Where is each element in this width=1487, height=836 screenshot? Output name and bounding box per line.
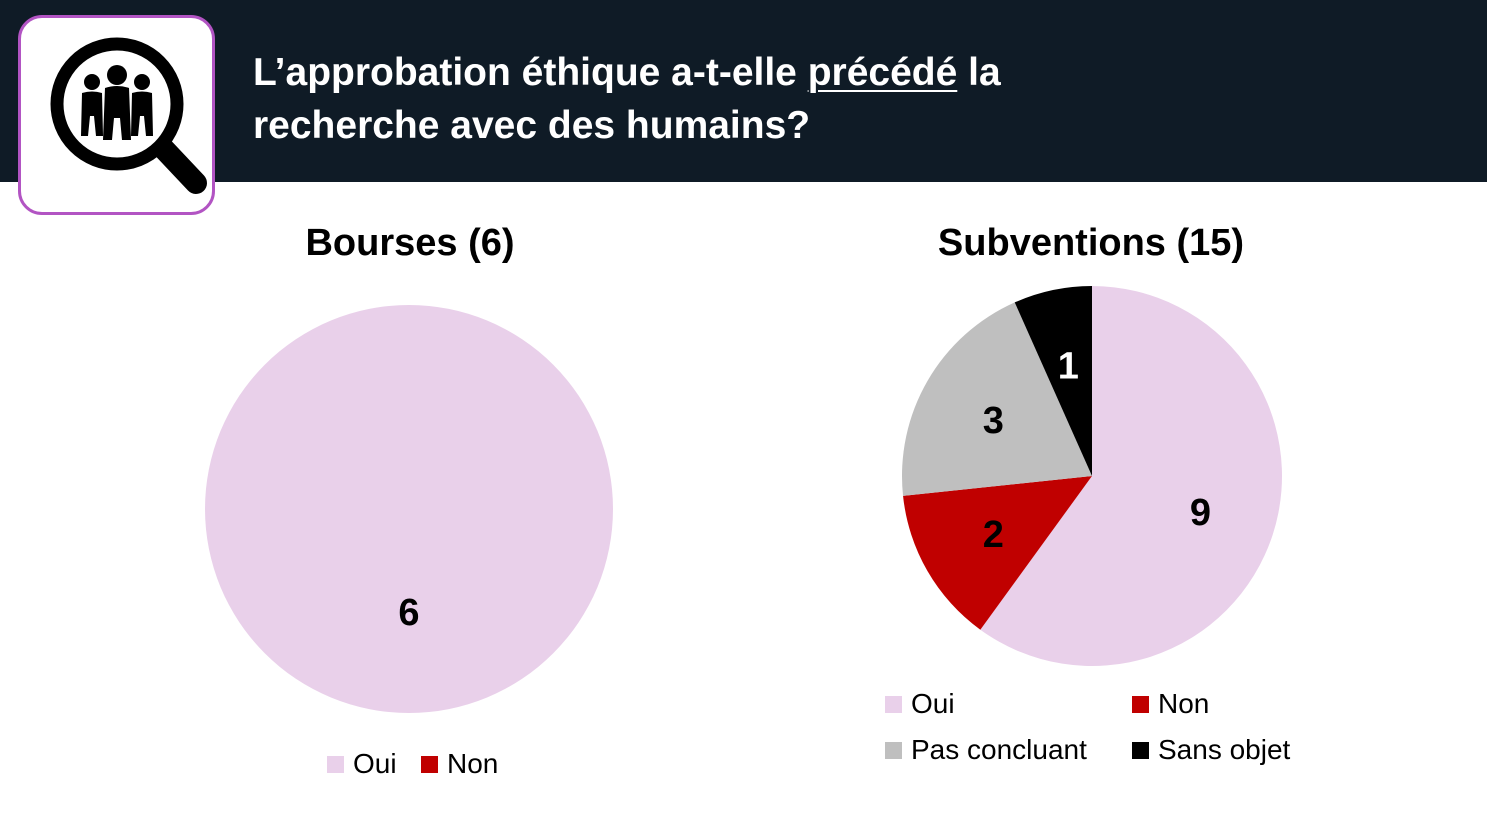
- pie-slice-sans-objet: [1014, 286, 1092, 476]
- pie-slice-pas-concluant: [902, 302, 1092, 496]
- legend-swatch-oui: [327, 755, 344, 773]
- legend-label: Pas concluant: [911, 734, 1087, 765]
- data-label-oui: 6: [398, 592, 419, 634]
- title-part-2: la: [957, 51, 1001, 94]
- page-title: L’approbation éthique a-t-elle précédé l…: [253, 46, 1353, 152]
- chart-title-subventions: Subventions (15): [937, 222, 1245, 264]
- data-label-sans-objet: 1: [1058, 345, 1079, 387]
- legend-item-oui: Oui: [885, 688, 955, 720]
- legend-item-sans-objet: Sans objet: [1132, 734, 1290, 766]
- header-bar: L’approbation éthique a-t-elle précédé l…: [0, 0, 1487, 182]
- legend-label: Oui: [353, 748, 397, 779]
- data-label-non: 2: [983, 514, 1004, 556]
- pie-slice-non: [903, 476, 1092, 630]
- magnifier-people-icon: [18, 15, 215, 215]
- legend-label: Sans objet: [1158, 734, 1291, 765]
- data-label-oui: 9: [1190, 492, 1211, 534]
- legend-label: Oui: [911, 688, 955, 719]
- pie-slice-oui: [205, 305, 613, 713]
- chart-title-bourses: Bourses (6): [305, 222, 515, 264]
- legend-label: Non: [1158, 688, 1210, 719]
- pie-slice-oui: [980, 286, 1282, 666]
- legend-item-non: Non: [1132, 688, 1209, 720]
- legend-swatch-oui: [885, 695, 902, 713]
- title-line-2: recherche avec des humains?: [253, 104, 811, 147]
- legend-item-oui: Oui: [327, 748, 397, 780]
- title-part-1: L’approbation éthique a-t-elle: [253, 51, 808, 94]
- legend-item-non: Non: [421, 748, 498, 780]
- legend-swatch-pas-concluant: [885, 741, 902, 759]
- data-label-pas-concluant: 3: [983, 400, 1004, 442]
- legend-label: Non: [447, 748, 499, 779]
- legend-swatch-sans-objet: [1132, 741, 1149, 759]
- legend-swatch-non: [1132, 695, 1149, 713]
- legend-swatch-non: [421, 755, 438, 773]
- legend-item-pas-concluant: Pas concluant: [885, 734, 1087, 766]
- title-underlined-word: précédé: [807, 51, 958, 94]
